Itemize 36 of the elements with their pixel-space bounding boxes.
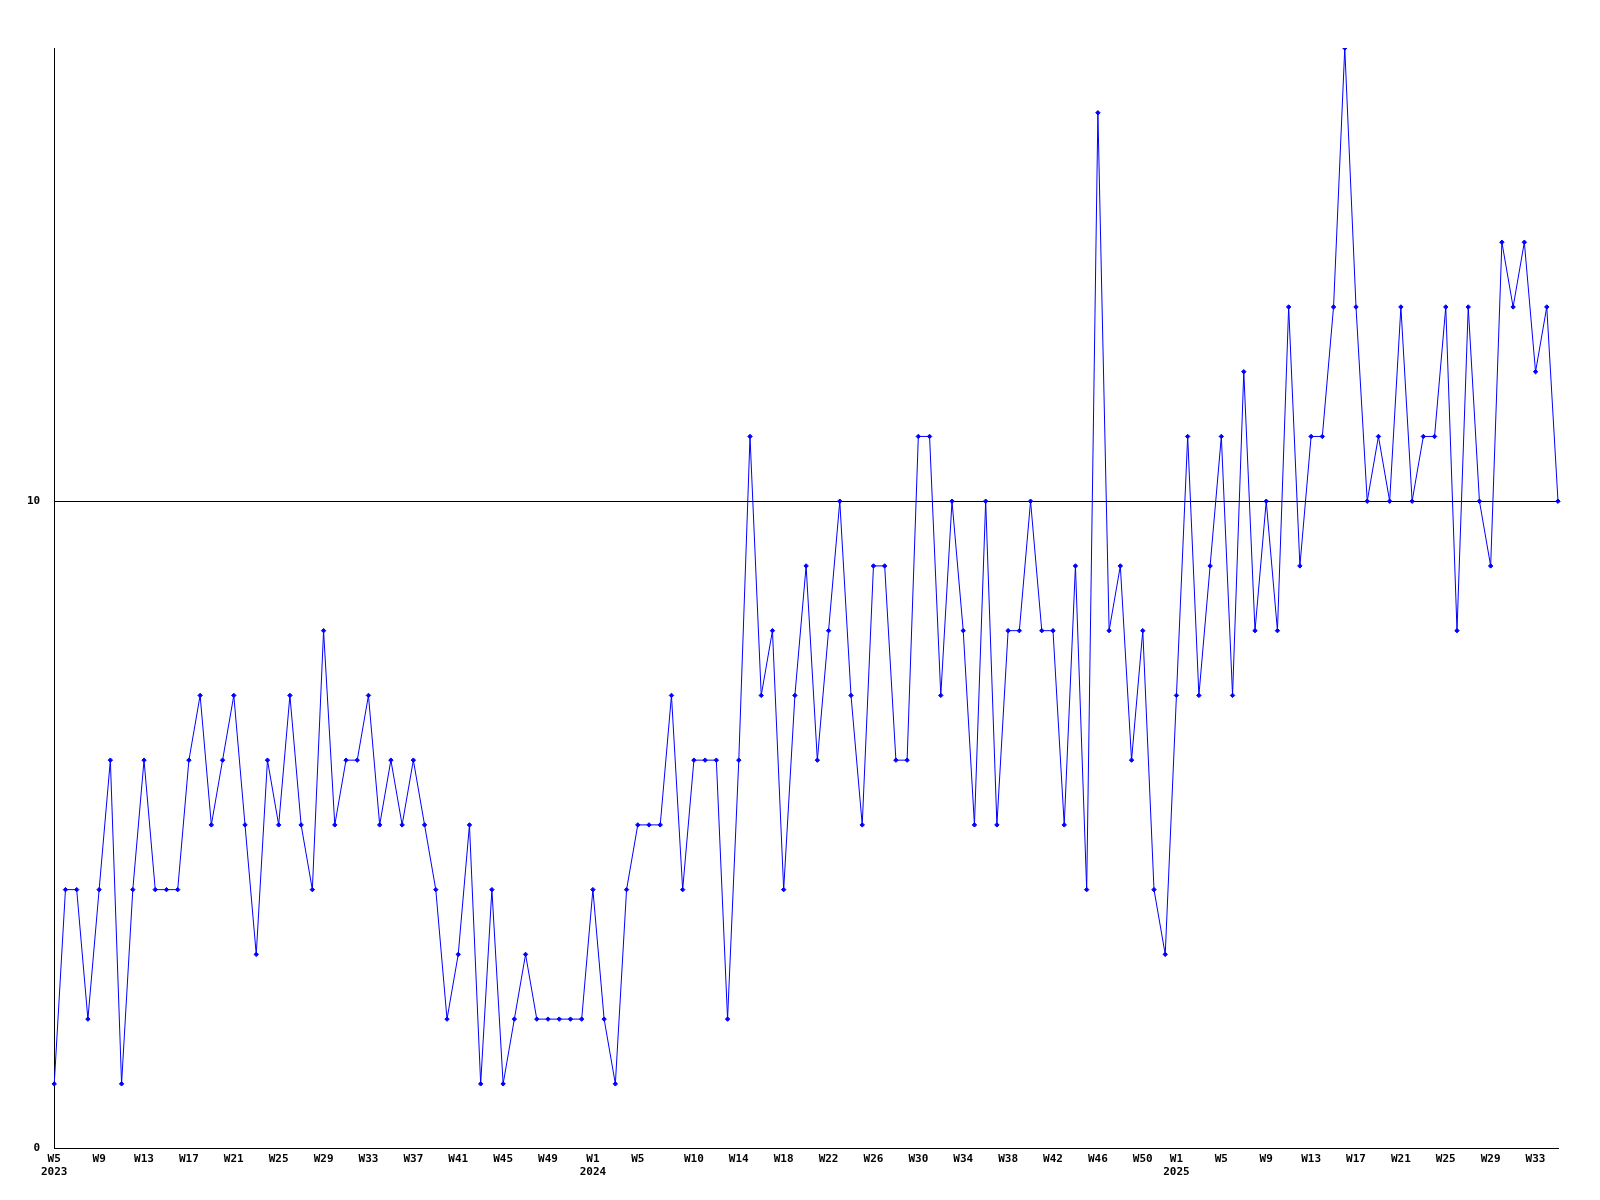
x-tick-label: W1 2025: [1163, 1152, 1190, 1179]
x-tick-label: W41: [448, 1152, 469, 1166]
y-tick-label: 0: [33, 1141, 41, 1155]
x-tick-label: W21: [1390, 1152, 1412, 1166]
x-tick-label: W38: [998, 1152, 1019, 1166]
x-tick-label: W46: [1087, 1152, 1109, 1166]
x-tick-label: W26: [863, 1152, 884, 1166]
x-tick-label: W5: [631, 1152, 645, 1166]
x-tick-label: W17: [1346, 1152, 1366, 1166]
x-tick-label: W25: [1435, 1152, 1456, 1166]
x-tick-label: W29: [1480, 1152, 1501, 1166]
x-tick-label: W5: [1214, 1152, 1228, 1166]
x-tick-label: W14: [728, 1152, 750, 1166]
x-tick-label: W13: [1301, 1152, 1322, 1166]
x-tick-label: W34: [953, 1152, 974, 1166]
x-tick-label: W42: [1043, 1152, 1063, 1166]
y-tick-label: 10: [27, 494, 41, 508]
x-tick-label: W25: [268, 1152, 289, 1166]
x-tick-label: W10: [683, 1152, 704, 1166]
x-tick-label: W9: [1259, 1152, 1273, 1166]
x-tick-label: W37: [403, 1152, 424, 1166]
x-tick-label: W30: [908, 1152, 929, 1166]
x-tick-label: W22: [818, 1152, 839, 1166]
x-tick-label: W1 2024: [579, 1152, 607, 1179]
x-tick-label: W50: [1132, 1152, 1153, 1166]
x-tick-label: W29: [313, 1152, 334, 1166]
x-tick-label: W18: [773, 1152, 794, 1166]
x-tick-label: W33: [1525, 1152, 1546, 1166]
x-tick-label: W5 2023: [41, 1152, 68, 1179]
x-tick-label: W45: [493, 1152, 514, 1166]
x-tick-label: W17: [178, 1152, 199, 1166]
x-tick-label: W33: [358, 1152, 379, 1166]
x-tick-label: W49: [538, 1152, 558, 1166]
x-tick-label: W9: [92, 1152, 106, 1166]
x-tick-label: W13: [134, 1152, 154, 1166]
x-tick-label: W21: [223, 1152, 245, 1166]
